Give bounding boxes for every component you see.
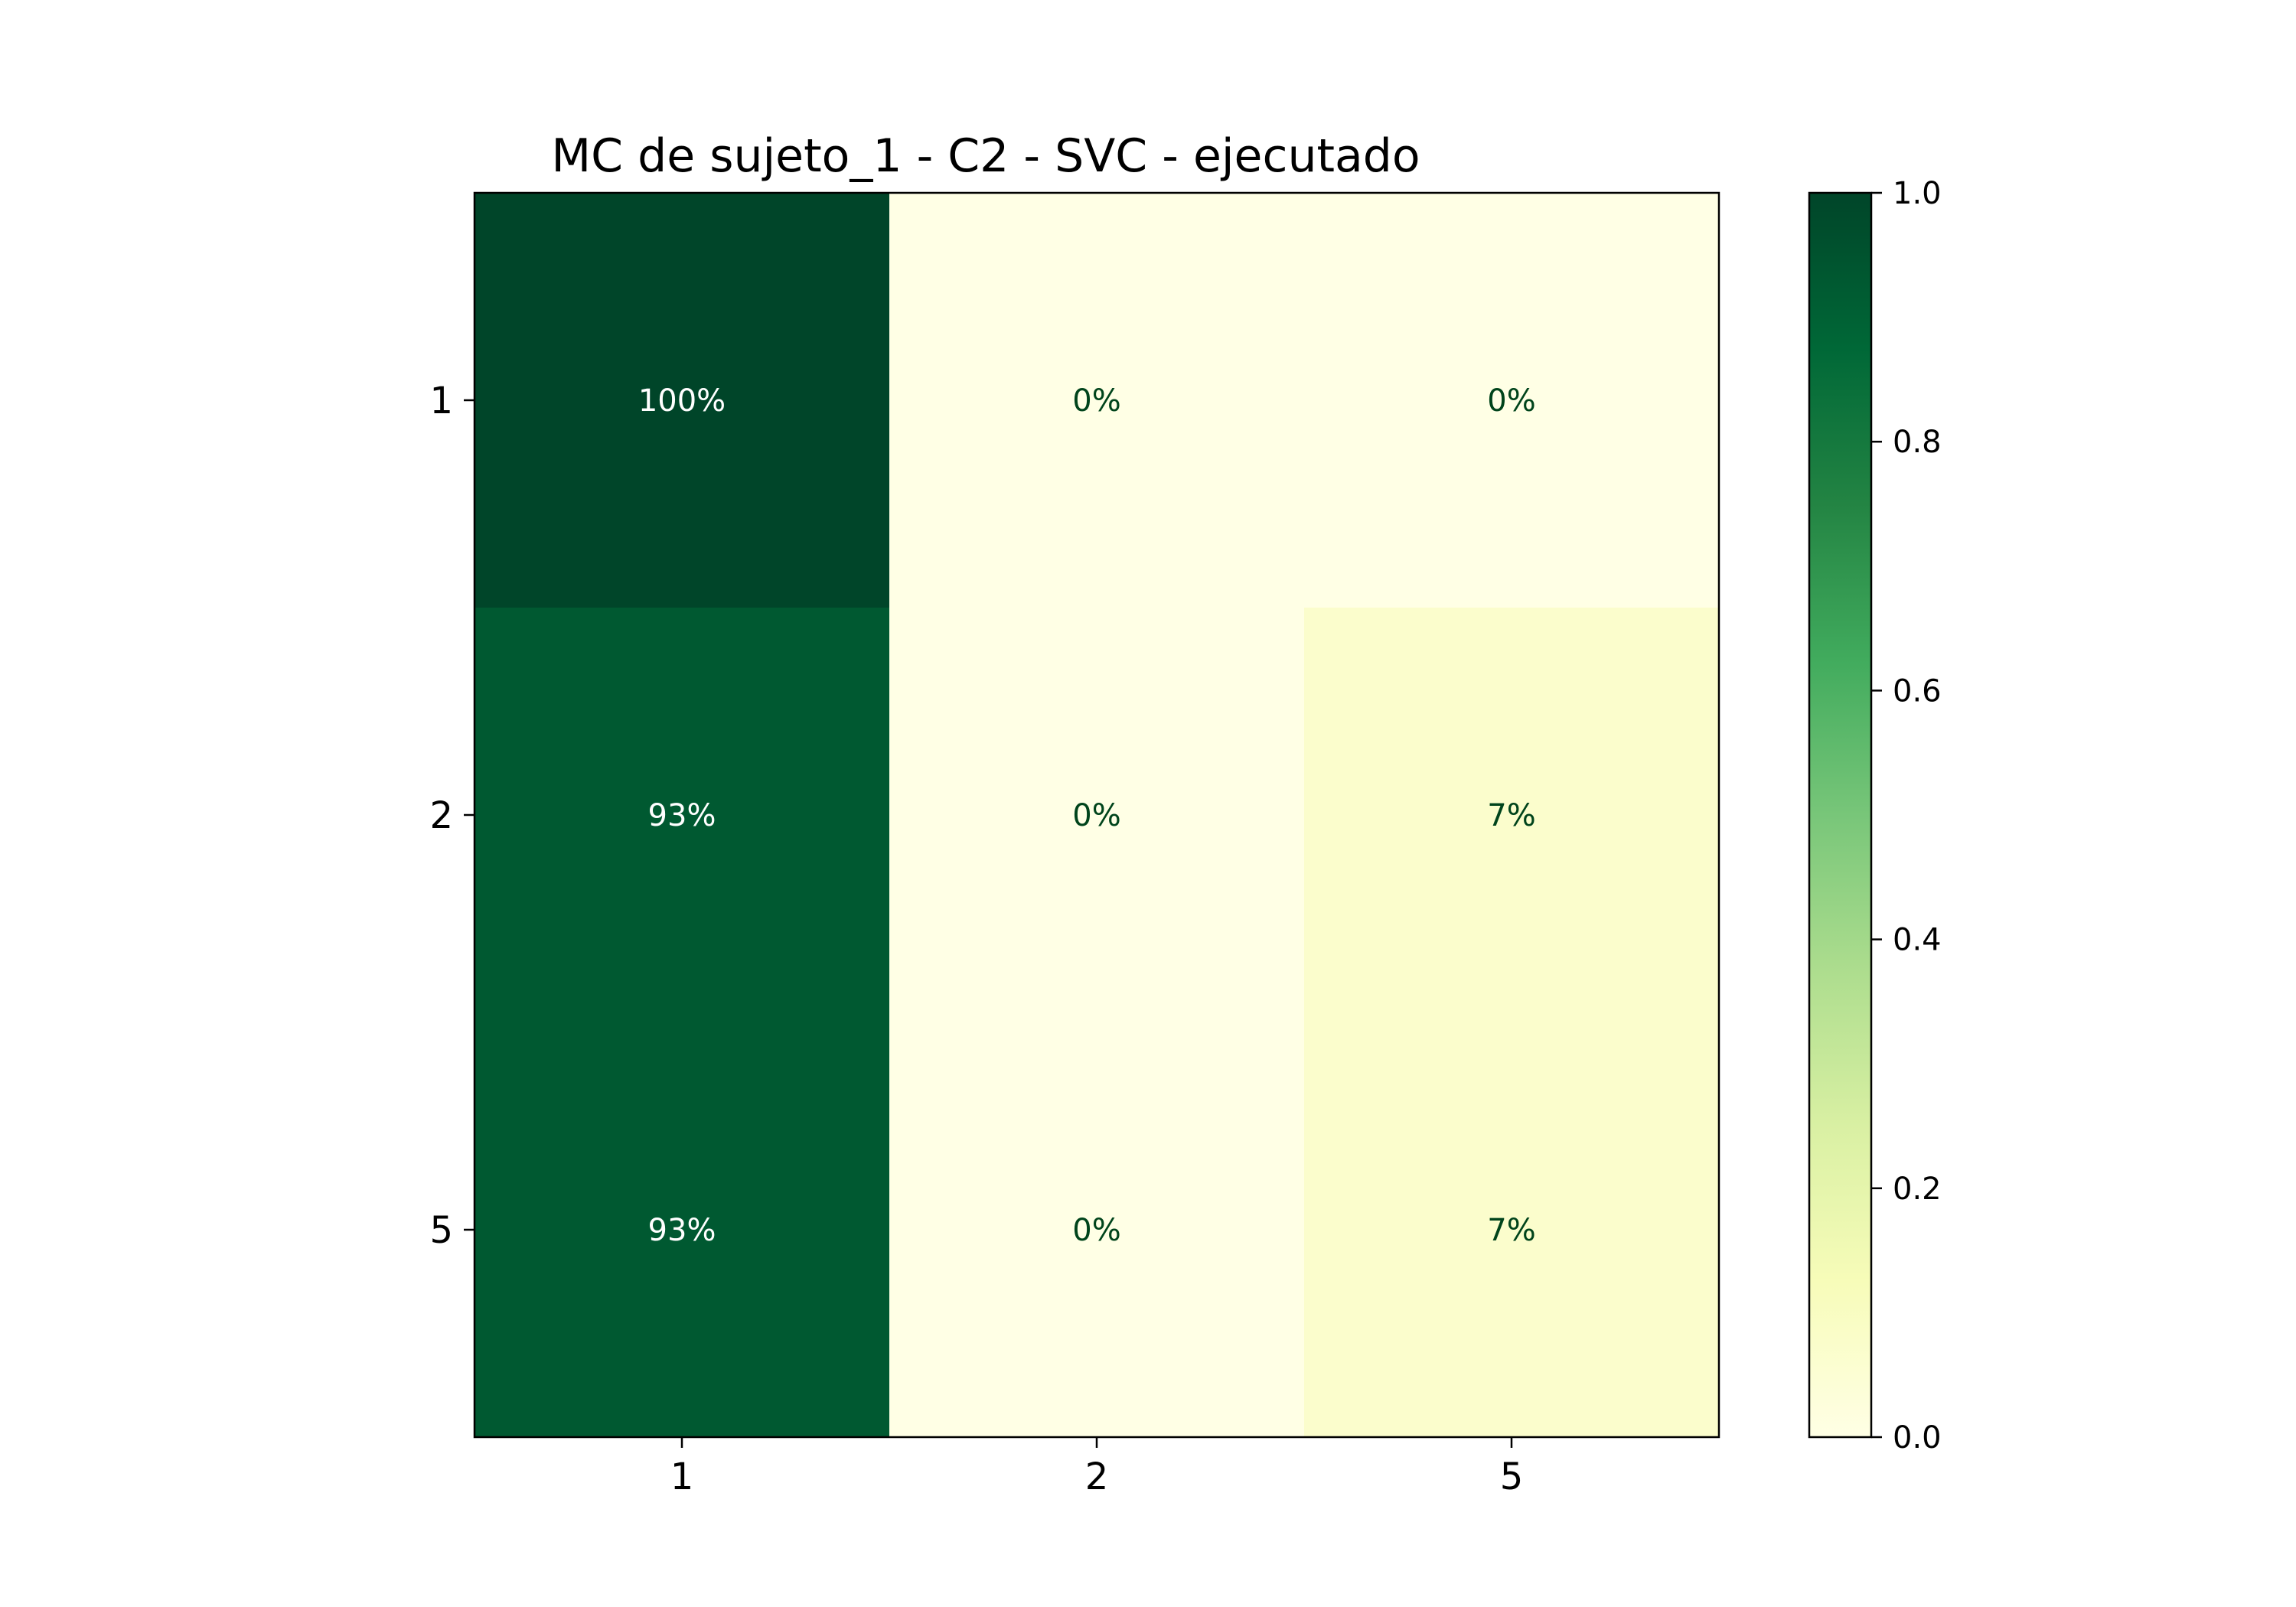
colorbar-ticks: 0.0 0.2 0.4 0.6 0.8 1.0 [1871,176,1942,1455]
cell-label-5-1: 93% [648,1213,716,1248]
colorbar-tick-label: 0.8 [1893,425,1942,460]
cell-label-1-2: 0% [1072,383,1120,419]
x-axis: 1 2 5 [670,1437,1524,1498]
heatmap-cell-1-1 [475,193,890,608]
cell-labels: 100% 0% 0% 93% 0% 7% 93% 0% 7% [638,383,1536,1248]
heatmap-cell-2-2 [889,608,1305,1023]
colorbar-tick-label: 1.0 [1893,176,1942,211]
x-tick-label: 1 [670,1455,694,1498]
x-tick-label: 5 [1500,1455,1524,1498]
colorbar-tick-label: 0.2 [1893,1172,1942,1207]
x-tick-label: 2 [1085,1455,1109,1498]
cell-label-5-2: 0% [1072,1213,1120,1248]
heatmap-cell-1-2 [889,193,1305,608]
y-axis: 1 2 5 [429,380,475,1252]
cell-label-1-5: 0% [1487,383,1535,419]
cell-label-2-2: 0% [1072,798,1120,833]
heatmap-cell-2-5 [1304,608,1720,1023]
colorbar-tick-label: 0.0 [1893,1420,1942,1455]
colorbar-gradient [1808,191,1873,1439]
heatmap-cell-5-5 [1304,1022,1720,1438]
colorbar: 0.0 0.2 0.4 0.6 0.8 1.0 [1808,176,1942,1455]
cell-label-2-1: 93% [648,798,716,833]
cell-label-2-5: 7% [1487,798,1535,833]
colorbar-tick-label: 0.6 [1893,673,1942,709]
heatmap-cells [475,193,1720,1438]
y-tick-label: 2 [429,794,453,837]
heatmap-cell-5-1 [475,1022,890,1438]
colorbar-tick-label: 0.4 [1893,923,1942,958]
y-tick-label: 1 [429,380,453,422]
heatmap-cell-1-5 [1304,193,1720,608]
cell-label-1-1: 100% [638,383,726,419]
heatmap-cell-5-2 [889,1022,1305,1438]
chart-title: MC de sujeto_1 - C2 - SVC - ejecutado [551,129,1420,183]
cell-label-5-5: 7% [1487,1213,1535,1248]
heatmap-cell-2-1 [475,608,890,1023]
y-tick-label: 5 [429,1209,453,1252]
